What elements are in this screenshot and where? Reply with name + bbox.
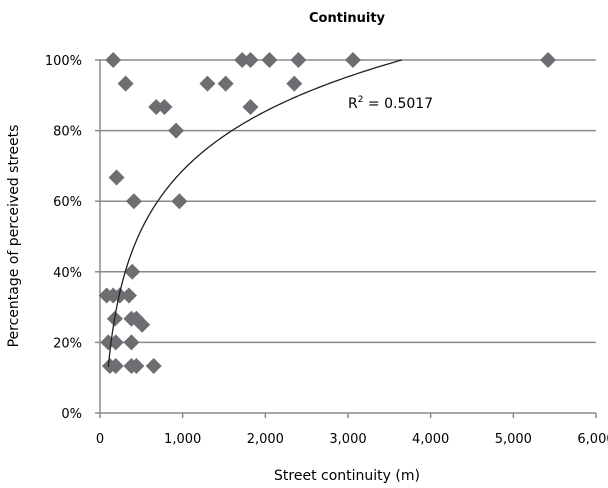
y-tick-label: 60% xyxy=(53,195,82,210)
data-point xyxy=(148,98,165,115)
data-point xyxy=(242,98,259,115)
data-point xyxy=(107,358,124,375)
x-tick-label: 0 xyxy=(96,432,104,447)
data-point xyxy=(217,75,234,92)
r-squared-value: = 0.5017 xyxy=(363,96,433,112)
y-axis-label: Percentage of perceived streets xyxy=(6,125,22,348)
x-tick-label: 6,000 xyxy=(577,432,608,447)
data-point xyxy=(234,52,251,68)
x-tick-label: 4,000 xyxy=(412,432,449,447)
data-point xyxy=(105,52,122,68)
data-points xyxy=(98,52,557,375)
data-point xyxy=(145,358,162,375)
y-tick-label: 100% xyxy=(45,54,82,69)
data-point xyxy=(120,287,137,304)
data-point xyxy=(171,193,188,210)
x-tick-label: 1,000 xyxy=(164,432,201,447)
x-tick-label: 2,000 xyxy=(247,432,284,447)
data-point xyxy=(128,358,145,375)
x-tick-labels: 0 1,000 2,000 3,000 4,000 5,000 6,000 xyxy=(96,432,608,447)
y-tick-label: 80% xyxy=(53,125,82,140)
y-tick-label: 40% xyxy=(53,266,82,281)
data-point xyxy=(242,52,259,68)
data-point xyxy=(156,98,173,115)
y-tick-label: 0% xyxy=(61,407,82,422)
data-point xyxy=(261,52,278,68)
x-tick-label: 5,000 xyxy=(495,432,532,447)
chart-title: Continuity xyxy=(309,11,386,26)
r-squared-label: R2 = 0.5017 xyxy=(348,95,433,112)
r-squared-superscript: 2 xyxy=(358,95,364,105)
data-point xyxy=(168,122,185,139)
data-point xyxy=(124,263,141,280)
data-point xyxy=(111,287,128,304)
y-tick-label: 20% xyxy=(53,336,82,351)
data-point xyxy=(123,334,140,351)
data-point xyxy=(286,75,303,92)
data-point xyxy=(199,75,216,92)
x-axis-label: Street continuity (m) xyxy=(274,468,420,484)
data-point xyxy=(134,316,151,333)
data-point xyxy=(108,169,125,186)
x-tick-label: 3,000 xyxy=(329,432,366,447)
axes xyxy=(95,59,597,418)
data-point xyxy=(117,75,134,92)
y-tick-labels: 0% 20% 40% 60% 80% 100% xyxy=(45,54,82,422)
data-point xyxy=(290,52,307,68)
data-point xyxy=(540,52,557,68)
r-squared-letter: R xyxy=(348,96,358,112)
data-point xyxy=(344,52,361,68)
data-point xyxy=(125,193,142,210)
trendline xyxy=(107,59,402,368)
